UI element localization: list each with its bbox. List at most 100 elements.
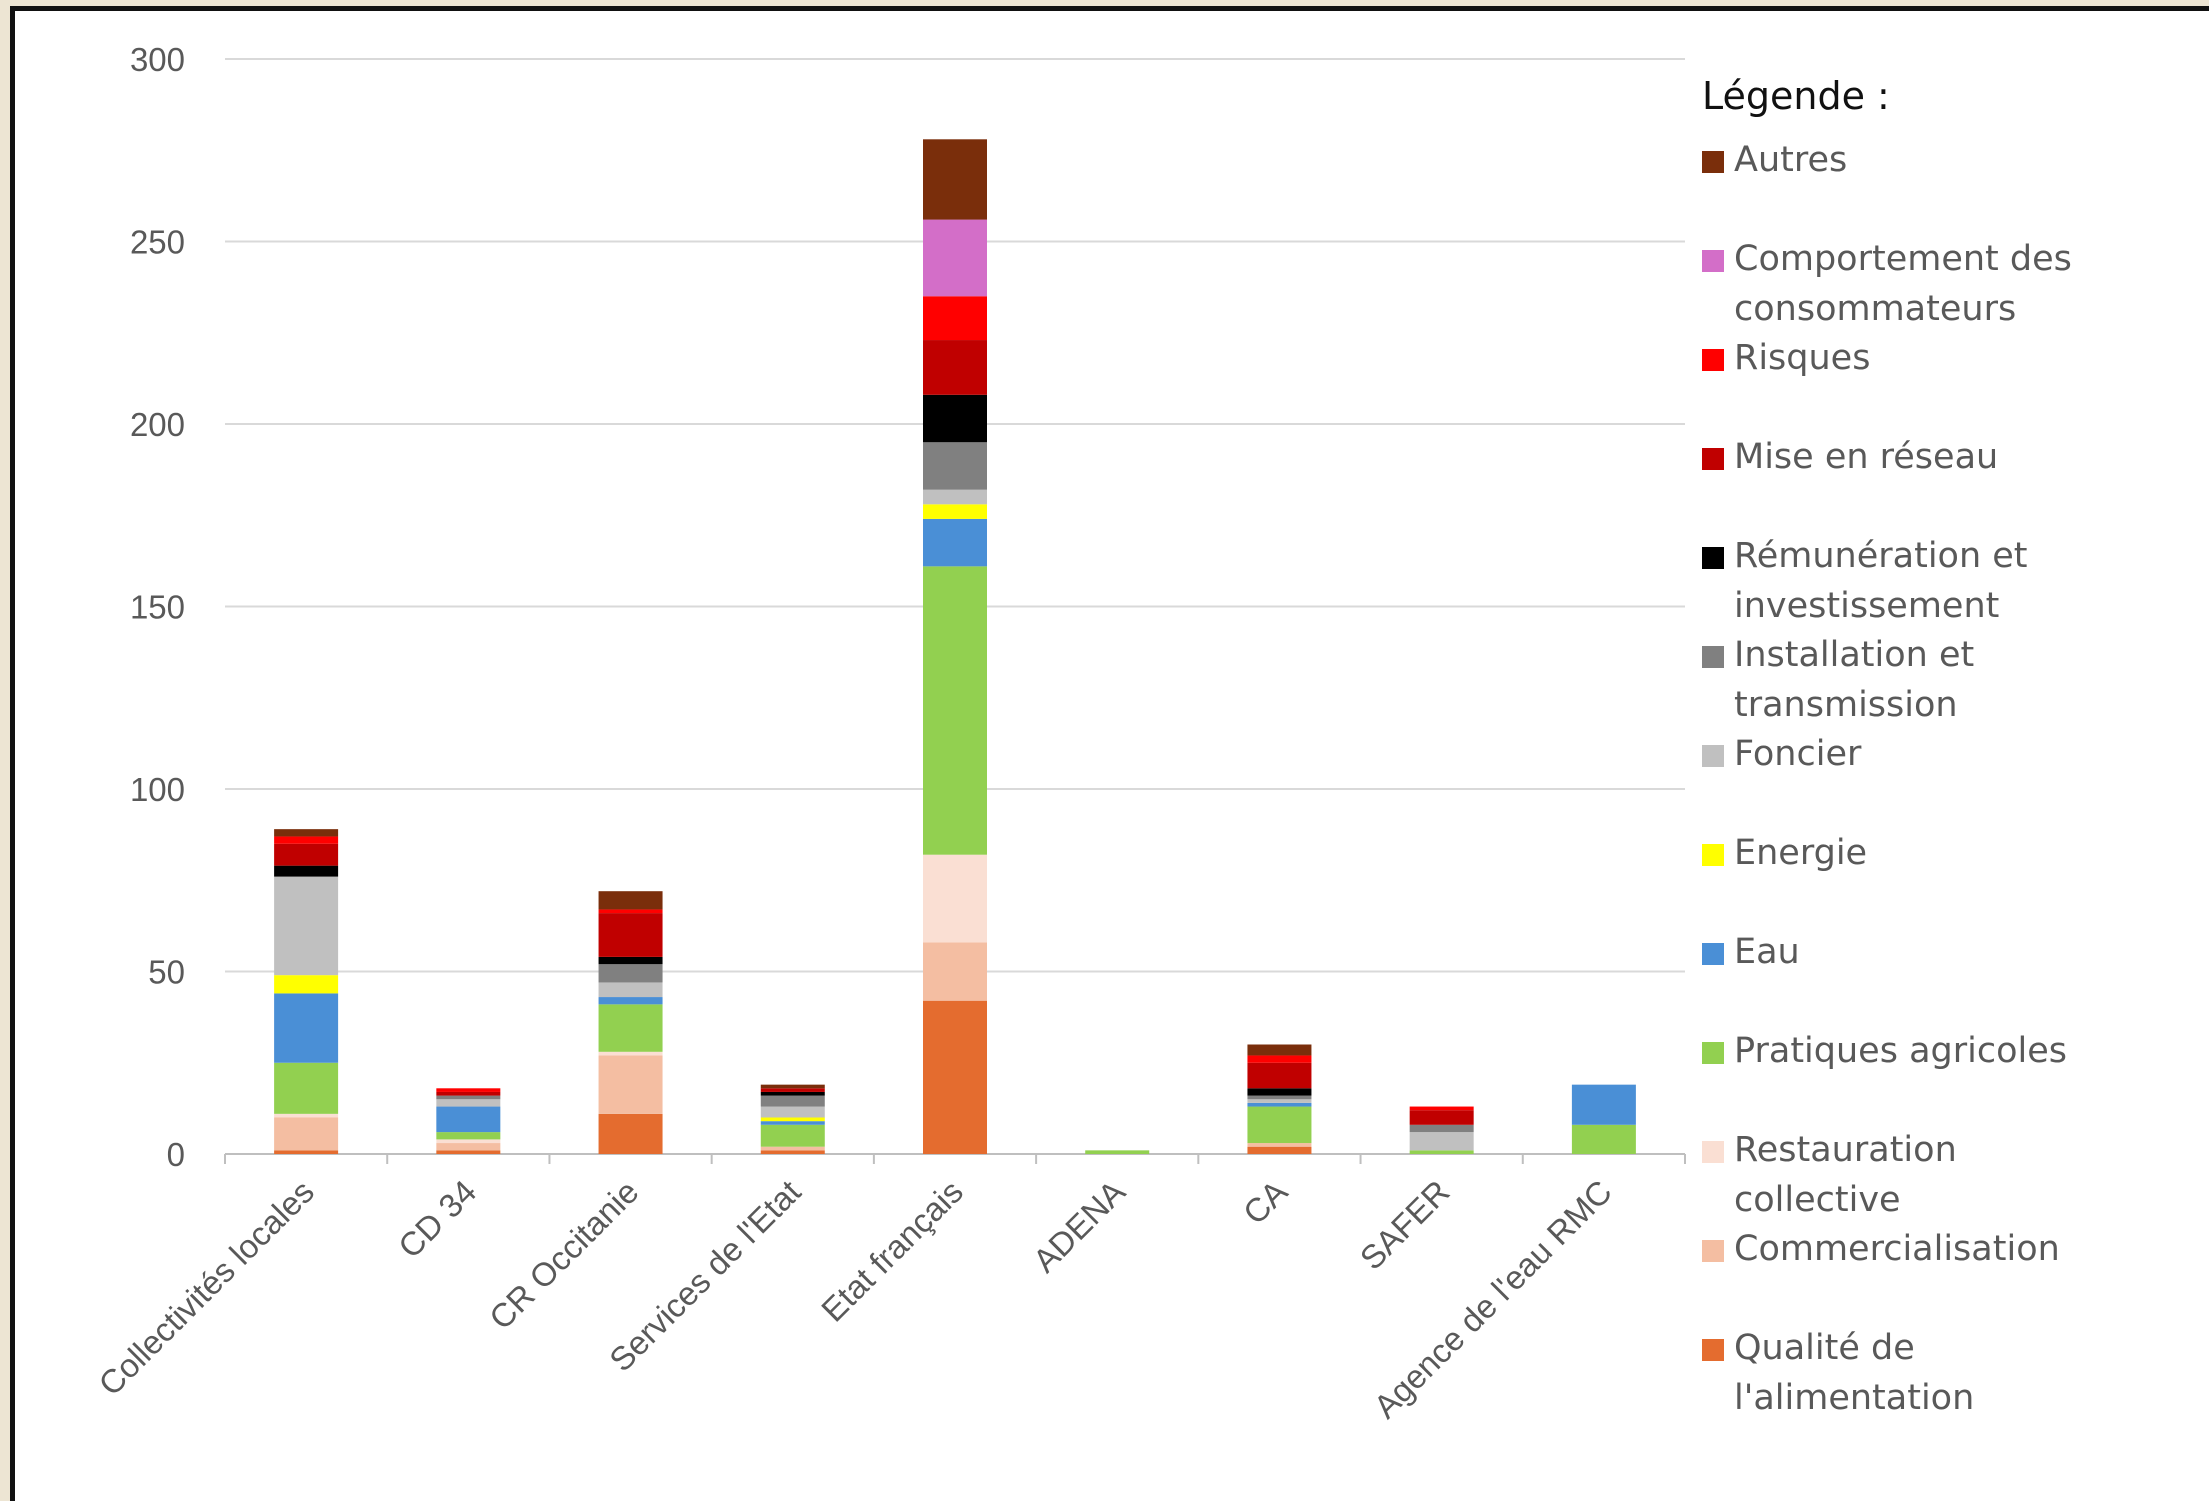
bar-segment <box>1247 1088 1312 1096</box>
y-tick-label: 150 <box>130 589 185 626</box>
legend-label: Mise en réseau <box>1734 437 1998 477</box>
legend-swatch <box>1702 448 1724 470</box>
bar-segment <box>274 836 339 844</box>
x-tick-label: CD 34 <box>391 1173 483 1265</box>
bar-segment <box>436 1091 501 1096</box>
bar-segment <box>598 1055 663 1114</box>
bar-segment <box>760 1106 825 1118</box>
legend-label: Risques <box>1734 338 1870 378</box>
bar-segment <box>274 865 339 877</box>
x-tick-label: CR Occitanie <box>482 1173 646 1337</box>
stacked-bar-chart: 0 50 100 150 200 250 300 Collectivités locales… <box>91 41 2072 1425</box>
bar-segment <box>760 1150 825 1154</box>
bar-segment <box>923 394 987 443</box>
bar-segment <box>436 1106 501 1133</box>
y-tick-label: 250 <box>130 224 185 261</box>
bar-segment <box>274 1117 339 1151</box>
bar-segment <box>923 942 987 1001</box>
bar-segment <box>436 1099 501 1107</box>
bar-segment <box>1409 1106 1474 1111</box>
bar-segment <box>598 1051 663 1056</box>
y-tick-label: 200 <box>130 406 185 443</box>
legend-swatch <box>1702 1042 1724 1064</box>
bar-segment <box>598 982 663 998</box>
legend-swatch <box>1702 151 1724 173</box>
legend-label: Installation et transmission <box>1734 635 1974 725</box>
bar-segment <box>760 1091 825 1096</box>
bar-segment <box>436 1150 501 1154</box>
bar-segment <box>1247 1055 1312 1063</box>
bar-segment <box>1247 1102 1312 1107</box>
bar-segment <box>598 891 663 910</box>
bar-segment <box>1409 1110 1474 1125</box>
legend-swatch <box>1702 745 1724 767</box>
legend-swatch <box>1702 250 1724 272</box>
x-tick-label: CA <box>1236 1173 1295 1232</box>
bar-segment <box>1571 1084 1636 1125</box>
legend-label: Foncier <box>1734 734 1862 774</box>
bar-segment <box>598 1113 663 1154</box>
bar-segment <box>923 340 987 395</box>
bar-segment <box>274 1113 339 1118</box>
legend-swatch <box>1702 943 1724 965</box>
legend-swatch <box>1702 1240 1724 1262</box>
bar-segment <box>1571 1124 1636 1154</box>
bar-segment <box>598 964 663 983</box>
bar-segment <box>923 1000 987 1154</box>
bar-segment <box>1409 1132 1474 1151</box>
bar-segment <box>598 956 663 965</box>
bar-segment <box>760 1124 825 1147</box>
legend-swatch <box>1702 646 1724 668</box>
bar-segment <box>760 1095 825 1107</box>
chart-frame: 0 50 100 150 200 250 300 Collectivités locales… <box>10 6 2209 1501</box>
bar-segment <box>598 909 663 914</box>
bar-segment <box>1409 1124 1474 1133</box>
y-tick-label: 300 <box>130 41 185 78</box>
y-tick-label: 50 <box>148 954 185 991</box>
bar-segment <box>274 1062 339 1114</box>
bar-segment <box>923 518 987 567</box>
bar-segment <box>1247 1106 1312 1144</box>
legend-swatch <box>1702 1339 1724 1361</box>
legend-swatch <box>1702 1141 1724 1163</box>
bar-segment <box>1085 1150 1150 1154</box>
x-tick-label: SAFER <box>1353 1173 1457 1277</box>
bar-segment <box>760 1117 825 1122</box>
bar-segment <box>436 1095 501 1100</box>
bar-segment <box>923 854 987 943</box>
bar-segment <box>274 975 339 994</box>
bar-segment <box>598 913 663 957</box>
bar-segment <box>1247 1062 1312 1089</box>
x-tick-label: Etat français <box>814 1173 970 1329</box>
bar-segment <box>598 1004 663 1052</box>
bar-segment <box>923 489 987 505</box>
bar-segment <box>436 1132 501 1140</box>
legend: Légende : Autres Comportement des consomma… <box>1702 74 2072 1418</box>
y-tick-label: 100 <box>130 771 185 808</box>
bar-segment <box>1409 1150 1474 1154</box>
bar-segment <box>436 1139 501 1144</box>
bar-segment <box>1247 1099 1312 1103</box>
bar-segment <box>274 876 339 976</box>
legend-label: Eau <box>1734 932 1800 972</box>
bar-segment <box>760 1121 825 1125</box>
bar-segment <box>1247 1146 1312 1154</box>
bar-segment <box>436 1088 501 1092</box>
legend-label: Pratiques agricoles <box>1734 1031 2067 1071</box>
bar-segment <box>923 504 987 519</box>
bar-segment <box>274 1150 339 1154</box>
bar-segment <box>1247 1095 1312 1100</box>
legend-label: Autres <box>1734 140 1847 180</box>
bar-segment <box>1247 1143 1312 1147</box>
legend-title: Légende : <box>1702 74 1890 118</box>
x-tick-label: Collectivités locales <box>91 1173 321 1403</box>
y-tick-label: 0 <box>167 1136 185 1173</box>
bar-segment <box>274 993 339 1063</box>
x-tick-label: ADENA <box>1026 1173 1133 1280</box>
bar-segment <box>923 442 987 490</box>
legend-swatch <box>1702 844 1724 866</box>
legend-label: Comportement des consommateurs <box>1734 239 2072 329</box>
legend-label: Restauration collective <box>1734 1130 1957 1220</box>
bar-segment <box>923 296 987 341</box>
